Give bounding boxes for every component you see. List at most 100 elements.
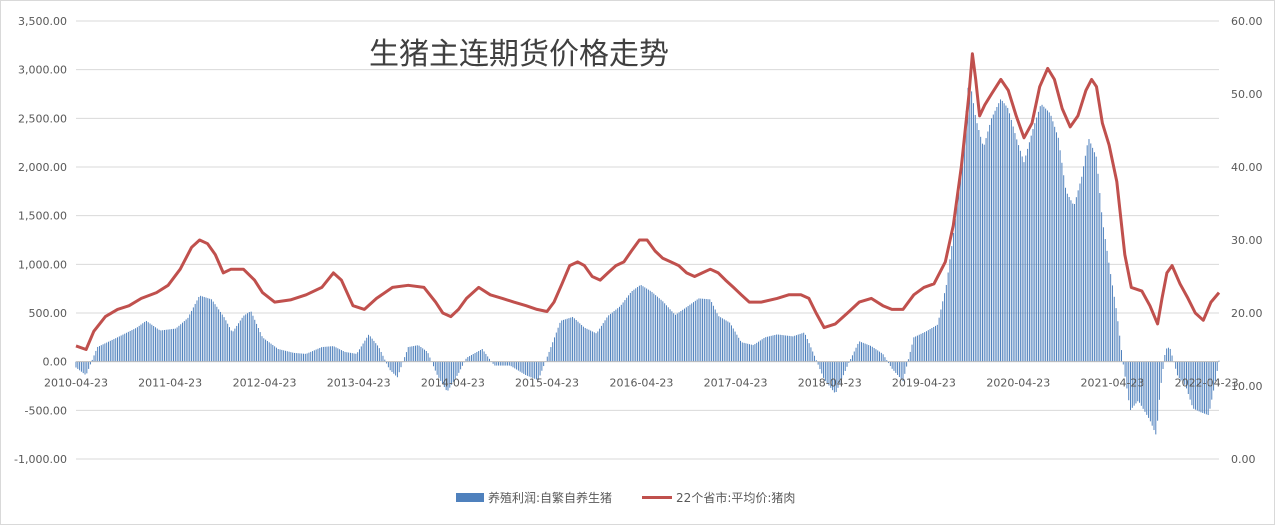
profit-bar — [635, 288, 637, 362]
right-tick-label: 30.00 — [1231, 234, 1263, 247]
profit-bar — [790, 336, 792, 362]
profit-bar — [377, 345, 379, 362]
profit-bar — [183, 321, 185, 362]
profit-bar — [144, 321, 146, 362]
profit-bar — [122, 334, 124, 362]
profit-bar — [756, 342, 758, 362]
profit-bar — [275, 347, 277, 362]
profit-bar — [689, 304, 691, 362]
profit-bar — [889, 361, 891, 366]
profit-bar — [590, 330, 592, 362]
profit-bar — [1083, 166, 1085, 362]
profit-bar — [879, 351, 881, 362]
profit-bar — [897, 361, 899, 375]
profit-bar — [1158, 361, 1160, 400]
profit-bar — [443, 361, 445, 388]
profit-bar — [326, 346, 328, 362]
profit-bar — [656, 296, 658, 362]
profit-bar — [1140, 361, 1142, 406]
legend: 养殖利润:自繁自养生猪 22个省市:平均价:猪肉 — [456, 488, 825, 506]
profit-bar — [496, 361, 498, 366]
profit-bar — [1207, 361, 1209, 416]
profit-bar — [528, 361, 530, 377]
profit-bar — [826, 361, 828, 384]
profit-bar — [559, 322, 561, 362]
profit-bar — [219, 311, 221, 362]
profit-bar — [393, 361, 395, 374]
profit-bar — [429, 357, 431, 362]
profit-bar — [823, 361, 825, 378]
profit-bar — [304, 353, 306, 362]
profit-bar — [1048, 112, 1050, 362]
profit-bars — [75, 79, 1220, 435]
profit-bar — [1191, 361, 1193, 406]
profit-bar — [512, 361, 514, 368]
profit-bar — [864, 343, 866, 362]
profit-bar — [566, 318, 568, 362]
profit-bar — [118, 336, 120, 362]
profit-bar — [238, 323, 240, 362]
profit-bar — [414, 345, 416, 362]
profit-bar — [729, 322, 731, 362]
profit-bar — [427, 353, 429, 362]
profit-bar — [1186, 361, 1187, 389]
profit-bar — [992, 114, 994, 362]
left-tick-label: 2,000.00 — [18, 161, 67, 174]
profit-bar — [218, 309, 220, 362]
profit-bar — [586, 328, 588, 362]
profit-bar — [676, 313, 678, 362]
profit-bar — [447, 361, 449, 391]
profit-bar — [301, 353, 303, 362]
profit-bar — [1200, 361, 1202, 413]
profit-bar — [254, 319, 256, 362]
profit-bar — [266, 340, 268, 362]
profit-bar — [516, 361, 518, 370]
x-tick-label: 2019-04-23 — [892, 377, 956, 390]
profit-bar — [339, 349, 341, 362]
profit-bar — [398, 361, 400, 373]
profit-bar — [438, 361, 440, 378]
profit-bar — [1055, 132, 1057, 362]
profit-bar — [619, 306, 621, 362]
profit-bar — [563, 319, 565, 362]
profit-bar — [499, 361, 501, 366]
profit-bar — [848, 361, 850, 363]
profit-bar — [761, 339, 763, 362]
profit-bar — [674, 314, 676, 362]
profit-bar — [1153, 361, 1155, 431]
profit-bar — [1014, 133, 1016, 362]
profit-bar — [182, 322, 184, 362]
profit-bar — [411, 346, 413, 362]
profit-bar — [797, 334, 799, 362]
left-tick-label: 1,000.00 — [18, 258, 67, 271]
profit-bar — [1117, 321, 1119, 362]
profit-bar — [938, 317, 940, 362]
profit-bar — [111, 339, 113, 362]
profit-bar — [268, 342, 270, 362]
profit-bar — [978, 130, 980, 362]
profit-bar — [474, 353, 476, 362]
profit-bar — [1077, 190, 1079, 362]
profit-bar — [925, 331, 927, 362]
profit-bar — [131, 330, 133, 362]
profit-bar — [931, 328, 933, 362]
profit-bar — [277, 349, 279, 362]
profit-bar — [723, 319, 725, 362]
profit-bar — [951, 246, 953, 362]
profit-bar — [935, 325, 936, 362]
profit-bar — [1084, 155, 1086, 362]
profit-bar — [880, 352, 882, 362]
right-axis-ticks: 60.00 50.00 40.00 30.00 20.00 10.00 0.00 — [1231, 15, 1263, 466]
profit-bar — [274, 346, 276, 362]
profit-bar — [747, 343, 749, 362]
profit-bar — [972, 103, 974, 362]
right-tick-label: 40.00 — [1231, 161, 1263, 174]
profit-bar — [821, 361, 823, 374]
legend-label-price: 22个省市:平均价:猪肉 — [676, 490, 796, 505]
profit-bar — [707, 299, 709, 362]
profit-bar — [407, 347, 409, 362]
profit-bar — [248, 312, 250, 362]
profit-bar — [1037, 111, 1039, 362]
profit-bar — [451, 361, 453, 385]
